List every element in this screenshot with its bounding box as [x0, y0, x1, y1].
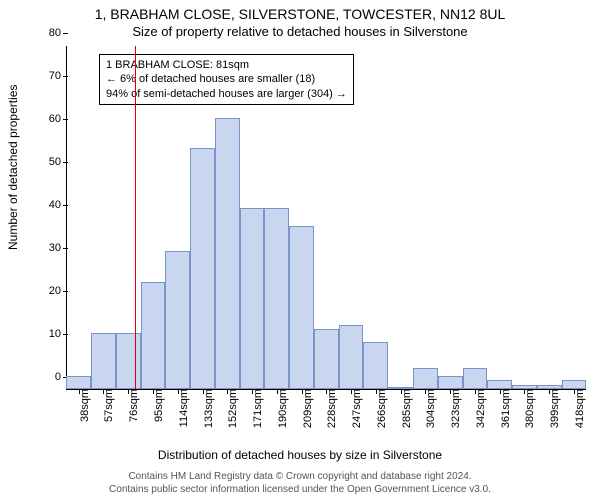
x-tick-label: 361sqm — [500, 389, 512, 428]
x-tick-label: 190sqm — [277, 389, 289, 428]
x-tick-label: 209sqm — [302, 389, 314, 428]
x-tick-label: 95sqm — [153, 389, 165, 422]
x-tick-label: 399sqm — [549, 389, 561, 428]
annotation-box: 1 BRABHAM CLOSE: 81sqm ← 6% of detached … — [99, 54, 354, 105]
x-tick-label: 133sqm — [203, 389, 215, 428]
x-tick-label: 285sqm — [401, 389, 413, 428]
x-tick-label: 152sqm — [227, 389, 239, 428]
x-tick-label: 76sqm — [128, 389, 140, 422]
histogram-bar — [562, 380, 587, 389]
reference-line — [135, 46, 136, 389]
histogram-bar — [314, 329, 339, 389]
footer-line2: Contains public sector information licen… — [0, 484, 600, 497]
x-tick-label: 323sqm — [450, 389, 462, 428]
histogram-bar — [116, 333, 141, 389]
y-tick: 20 — [19, 285, 67, 297]
footer-line1: Contains HM Land Registry data © Crown c… — [0, 471, 600, 484]
x-axis-label: Distribution of detached houses by size … — [0, 448, 600, 462]
histogram-bar — [215, 118, 240, 389]
x-tick-label: 418sqm — [574, 389, 586, 428]
histogram-bar — [141, 282, 166, 390]
x-tick-label: 171sqm — [252, 389, 264, 428]
chart-title-line2: Size of property relative to detached ho… — [0, 24, 600, 39]
x-tick-label: 228sqm — [326, 389, 338, 428]
x-tick-label: 266sqm — [376, 389, 388, 428]
y-tick: 0 — [19, 371, 67, 383]
x-tick-label: 38sqm — [79, 389, 91, 422]
x-tick-label: 114sqm — [178, 389, 190, 427]
histogram-bar — [487, 380, 512, 389]
annotation-line2: ← 6% of detached houses are smaller (18) — [106, 72, 347, 86]
x-tick-label: 247sqm — [351, 389, 363, 428]
histogram-bar — [190, 148, 215, 389]
histogram-bar — [66, 376, 91, 389]
annotation-line1: 1 BRABHAM CLOSE: 81sqm — [106, 58, 347, 72]
x-tick-label: 380sqm — [524, 389, 536, 428]
y-tick: 40 — [19, 199, 67, 211]
y-tick: 30 — [19, 242, 67, 254]
annotation-line3: 94% of semi-detached houses are larger (… — [106, 87, 347, 101]
histogram-bar — [165, 251, 190, 389]
histogram-bar — [289, 226, 314, 389]
y-tick: 60 — [19, 113, 67, 125]
histogram-bar — [463, 368, 488, 390]
footer-attribution: Contains HM Land Registry data © Crown c… — [0, 471, 600, 496]
x-tick-label: 342sqm — [475, 389, 487, 428]
histogram-bar — [339, 325, 364, 390]
y-tick: 10 — [19, 328, 67, 340]
y-tick: 50 — [19, 156, 67, 168]
x-tick-label: 57sqm — [103, 389, 115, 422]
histogram-plot: 1 BRABHAM CLOSE: 81sqm ← 6% of detached … — [66, 46, 586, 390]
y-tick: 70 — [19, 70, 67, 82]
histogram-bar — [413, 368, 438, 390]
histogram-bar — [363, 342, 388, 389]
histogram-bar — [264, 208, 289, 389]
chart-title-line1: 1, BRABHAM CLOSE, SILVERSTONE, TOWCESTER… — [0, 6, 600, 22]
y-axis-label: Number of detached properties — [6, 85, 20, 250]
histogram-bar — [240, 208, 265, 389]
histogram-bar — [438, 376, 463, 389]
y-tick: 80 — [19, 27, 67, 39]
histogram-bar — [91, 333, 116, 389]
x-tick-label: 304sqm — [425, 389, 437, 428]
